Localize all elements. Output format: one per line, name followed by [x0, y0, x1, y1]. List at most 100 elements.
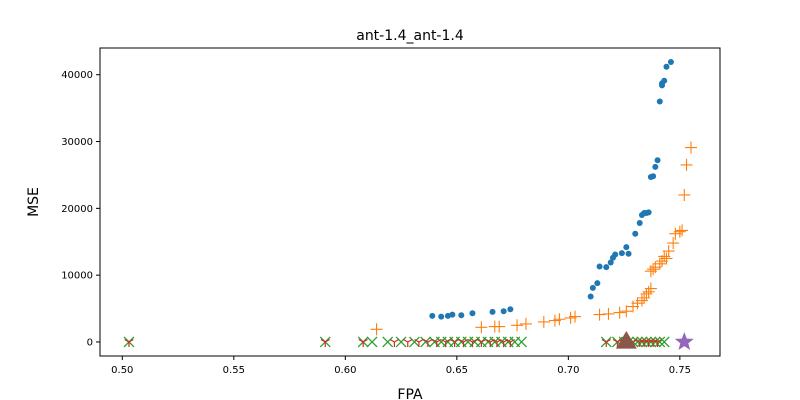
data-point: [516, 336, 527, 348]
data-point: [625, 250, 632, 257]
data-point: [660, 252, 673, 265]
data-point: [612, 251, 619, 258]
plot-frame: [99, 47, 721, 357]
data-point: [441, 338, 451, 347]
data-point: [458, 338, 469, 347]
y-tick-label: 20000: [61, 204, 93, 215]
y-tick-label: 40000: [61, 70, 93, 81]
data-point: [667, 237, 680, 250]
data-point: [511, 319, 524, 332]
data-point: [652, 338, 663, 347]
data-point: [458, 312, 465, 319]
data-point: [663, 63, 670, 70]
data-point: [366, 336, 378, 348]
data-point: [449, 311, 456, 318]
data-point: [661, 77, 668, 84]
y-tick-label: 0: [87, 337, 93, 348]
data-point: [650, 173, 657, 180]
data-point: [403, 338, 413, 347]
data-point: [587, 293, 594, 300]
data-point: [589, 284, 596, 291]
data-point: [667, 59, 674, 66]
data-point: [469, 310, 476, 317]
data-point: [382, 336, 394, 348]
data-point: [636, 220, 643, 227]
data-point: [603, 264, 610, 271]
data-point: [500, 308, 507, 315]
series-1-plus: [370, 141, 698, 336]
axis-ticks: 0.50 0.55 0.60 0.65 0.70 0.75 0 10000 20000 30000…: [61, 70, 691, 376]
data-point: [658, 336, 670, 348]
series-3-tri_down: [124, 338, 663, 347]
data-point: [493, 320, 506, 333]
data-point: [602, 307, 615, 320]
series-2-x: [123, 336, 670, 348]
data-point: [656, 98, 663, 105]
x-tick-label: 0.75: [669, 365, 691, 376]
data-point: [475, 321, 488, 334]
data-point: [429, 312, 436, 319]
x-axis-label: FPA: [397, 387, 423, 400]
data-point: [680, 158, 693, 171]
data-point: [645, 336, 657, 348]
data-point: [389, 338, 400, 347]
data-point: [601, 338, 611, 347]
data-point: [635, 294, 648, 307]
series-4-star: [674, 331, 694, 351]
data-point: [423, 338, 433, 347]
data-point: [654, 336, 666, 348]
data-point: [607, 259, 614, 266]
data-point: [370, 323, 383, 336]
x-tick-label: 0.70: [557, 365, 579, 376]
data-point: [649, 336, 661, 348]
data-point: [632, 230, 639, 237]
data-point: [674, 331, 694, 351]
data-point: [409, 336, 420, 348]
data-point: [432, 338, 442, 347]
data-point: [644, 282, 657, 295]
series-5-triangle_up: [615, 330, 637, 349]
plot-area: [123, 59, 698, 351]
data-point: [124, 338, 134, 347]
chart-title: ant-1.4_ant-1.4: [356, 28, 464, 44]
x-tick-label: 0.50: [111, 365, 133, 376]
data-point: [519, 317, 532, 330]
data-point: [673, 225, 686, 238]
y-tick-label: 10000: [61, 271, 93, 282]
data-point: [642, 285, 655, 298]
data-point: [320, 338, 330, 347]
data-point: [569, 310, 582, 323]
data-point: [620, 305, 633, 318]
x-tick-label: 0.55: [223, 365, 245, 376]
data-point: [507, 306, 514, 313]
data-point: [647, 263, 660, 276]
data-point: [395, 336, 407, 348]
data-point: [676, 224, 689, 237]
data-point: [593, 308, 606, 321]
x-tick-label: 0.60: [334, 365, 356, 376]
data-point: [467, 338, 478, 347]
data-point: [505, 338, 516, 347]
data-point: [553, 313, 566, 326]
data-point: [623, 244, 630, 251]
data-point: [438, 313, 445, 320]
data-point: [414, 338, 424, 347]
data-point: [476, 338, 487, 347]
series-0-circle: [429, 59, 674, 320]
data-point: [645, 209, 652, 216]
data-point: [615, 330, 637, 349]
data-point: [685, 141, 698, 154]
data-point: [449, 338, 460, 347]
data-point: [594, 280, 601, 287]
data-point: [652, 163, 659, 170]
data-point: [678, 188, 691, 201]
x-tick-label: 0.65: [446, 365, 468, 376]
data-point: [636, 336, 648, 348]
y-axis-label: MSE: [26, 187, 42, 217]
data-point: [358, 338, 368, 347]
data-point: [654, 157, 661, 164]
data-point: [489, 308, 496, 315]
data-point: [613, 306, 626, 319]
data-point: [640, 336, 652, 348]
